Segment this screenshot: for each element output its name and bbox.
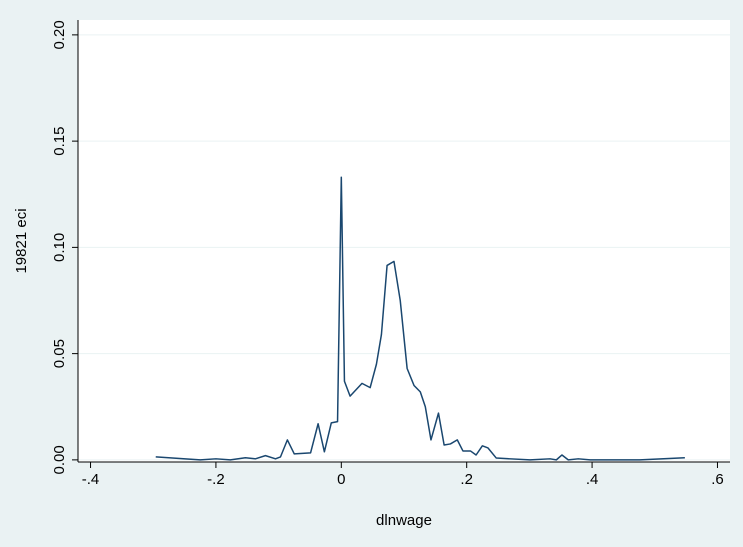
y-axis-title: 19821 eci	[13, 208, 30, 273]
x-tick-label: 0	[337, 471, 345, 488]
x-tick-label: -.4	[82, 471, 100, 488]
x-tick-label: -.2	[207, 471, 225, 488]
y-tick-label: 0.05	[51, 339, 68, 368]
x-axis-title: dlnwage	[376, 512, 432, 529]
data-line	[155, 176, 685, 461]
x-tick-label: .6	[711, 471, 724, 488]
x-tick-label: .2	[460, 471, 473, 488]
y-tick-label: 0.00	[51, 445, 68, 474]
y-tick-label: 0.10	[51, 233, 68, 262]
plot-area	[78, 20, 730, 462]
x-tick-label: .4	[586, 471, 599, 488]
y-tick-label: 0.20	[51, 20, 68, 49]
y-tick-label: 0.15	[51, 127, 68, 156]
